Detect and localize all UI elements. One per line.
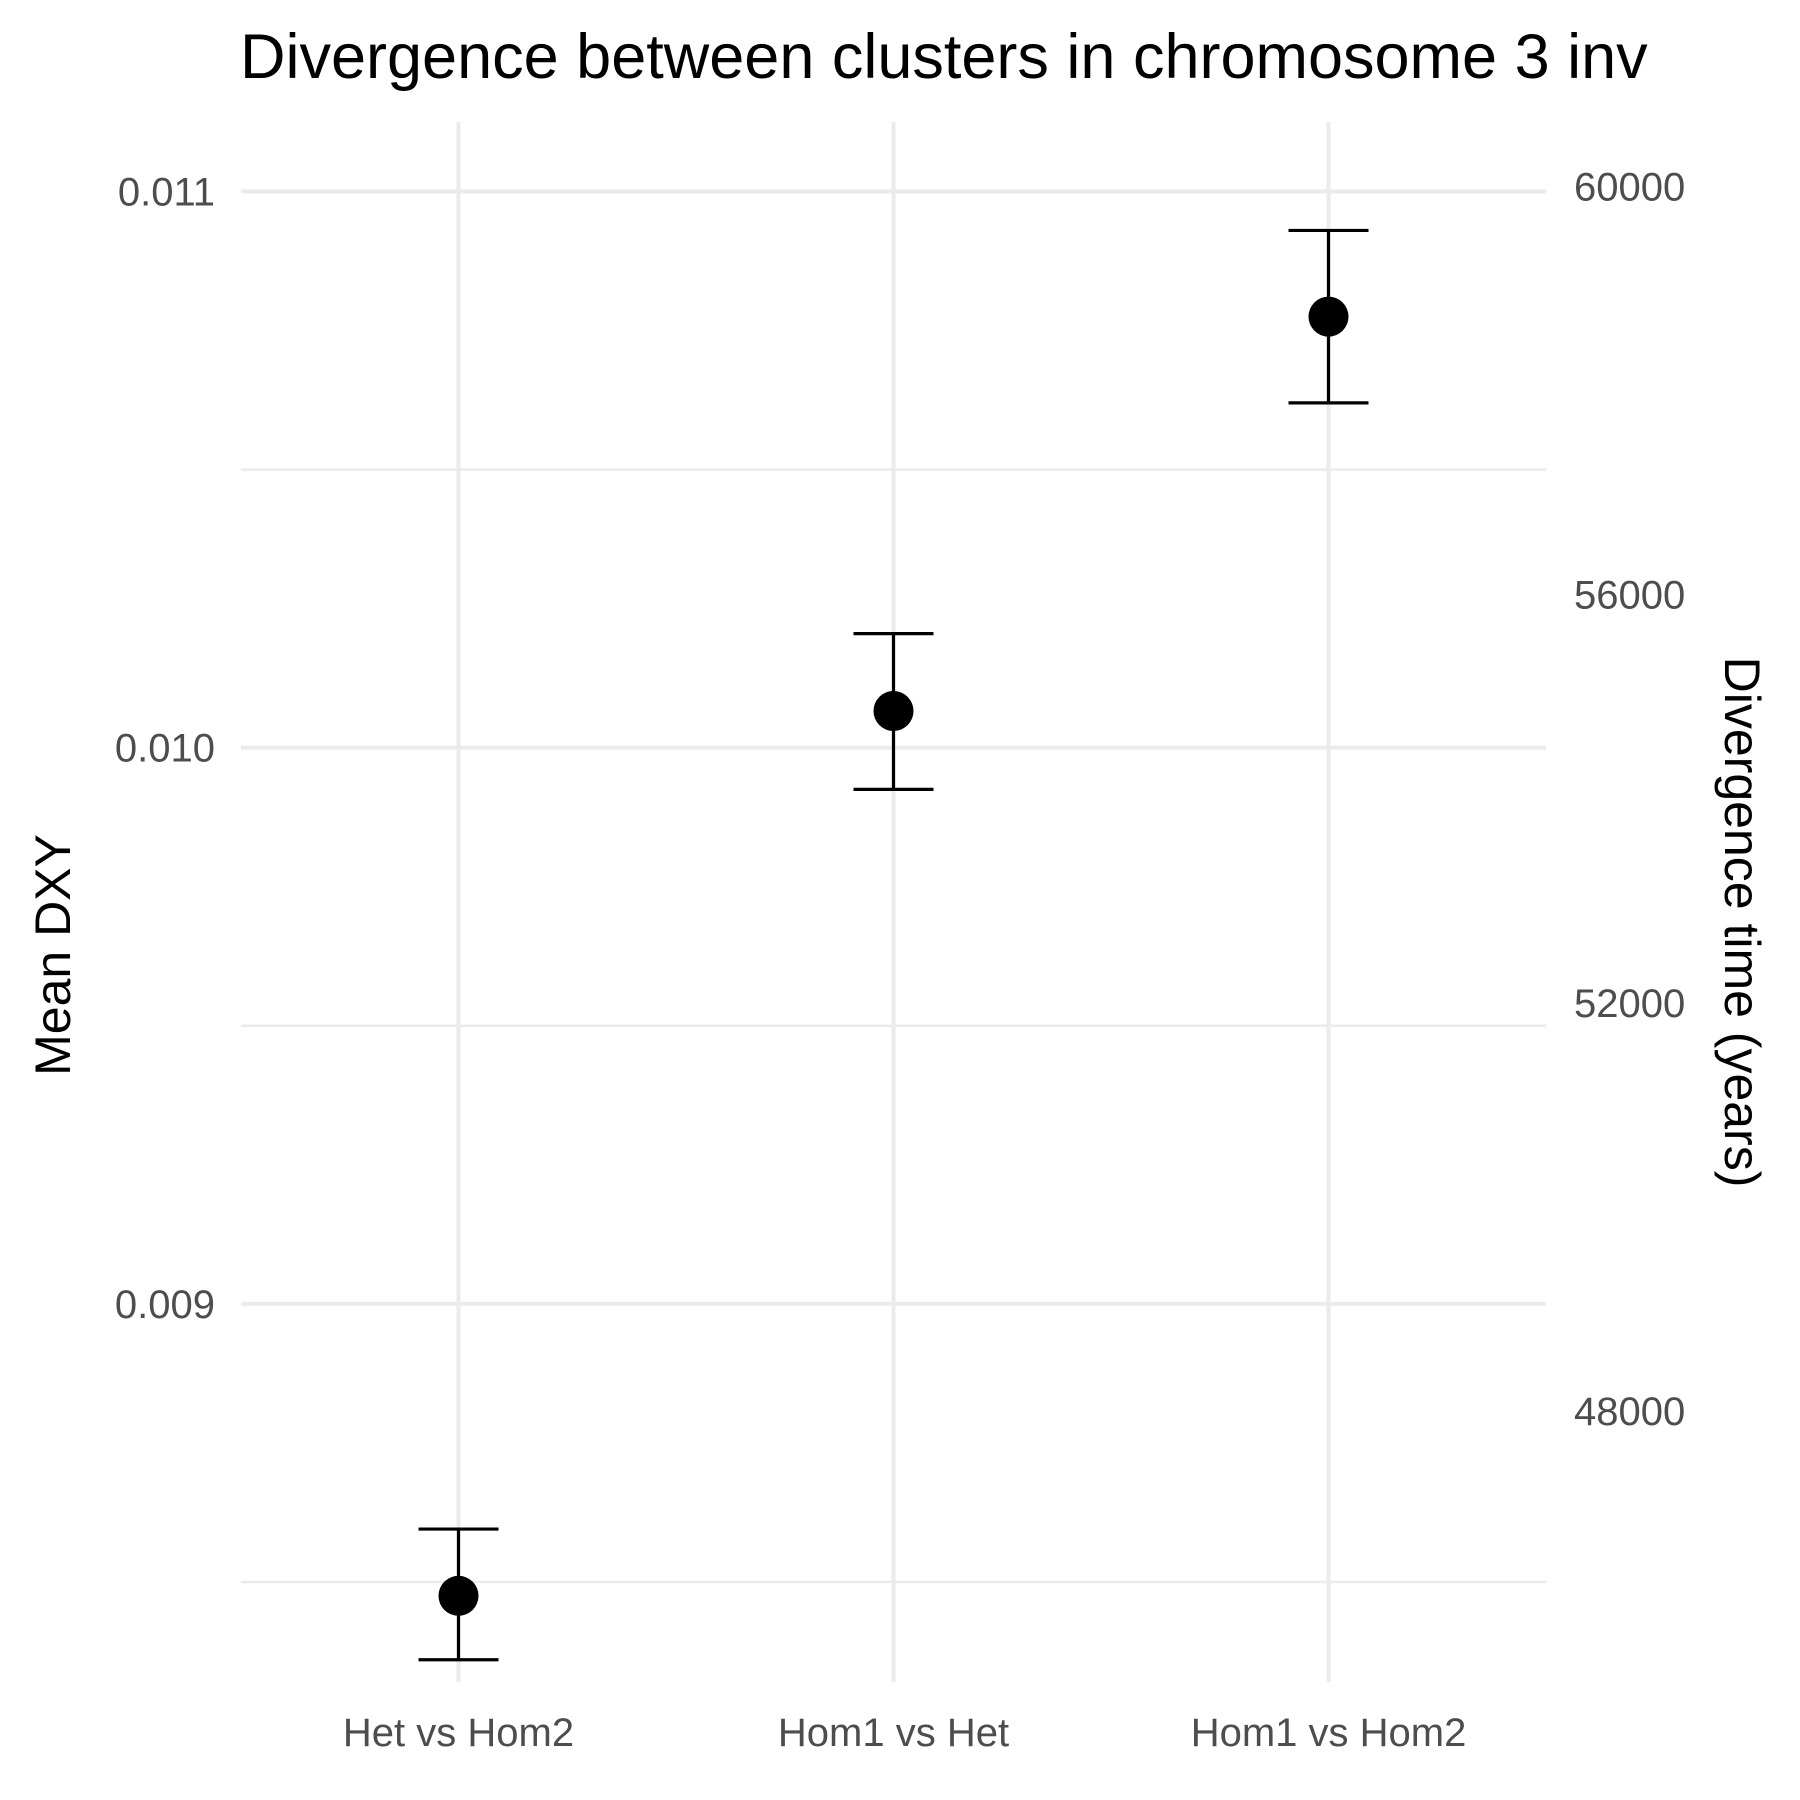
y-right-tick-label: 52000 — [1574, 982, 1685, 1026]
y-right-tick-label: 48000 — [1574, 1390, 1685, 1434]
y-tick-label: 0.009 — [115, 1283, 215, 1327]
y-right-tick-label: 56000 — [1574, 574, 1685, 618]
y-tick-label: 0.011 — [118, 171, 215, 215]
chart-title: Divergence between clusters in chromosom… — [240, 22, 1648, 92]
data-point — [438, 1575, 479, 1616]
data-point — [873, 690, 914, 731]
x-tick-label: Hom1 vs Het — [778, 1711, 1009, 1755]
labels-layer: 0.009 0.010 0.011 48000 52000 56000 60000 Het v… — [115, 165, 1685, 1755]
x-tick-label: Hom1 vs Hom2 — [1191, 1711, 1467, 1755]
grid-layer — [241, 122, 1546, 1682]
y-axis-right-title: Divergence time (years) — [1714, 657, 1770, 1188]
y-right-tick-label: 60000 — [1574, 165, 1685, 209]
data-point — [1308, 296, 1349, 337]
y-axis-title: Mean DXY — [25, 834, 81, 1076]
marks-layer — [418, 228, 1369, 1662]
x-tick-label: Het vs Hom2 — [343, 1711, 574, 1755]
y-tick-label: 0.010 — [115, 727, 215, 771]
